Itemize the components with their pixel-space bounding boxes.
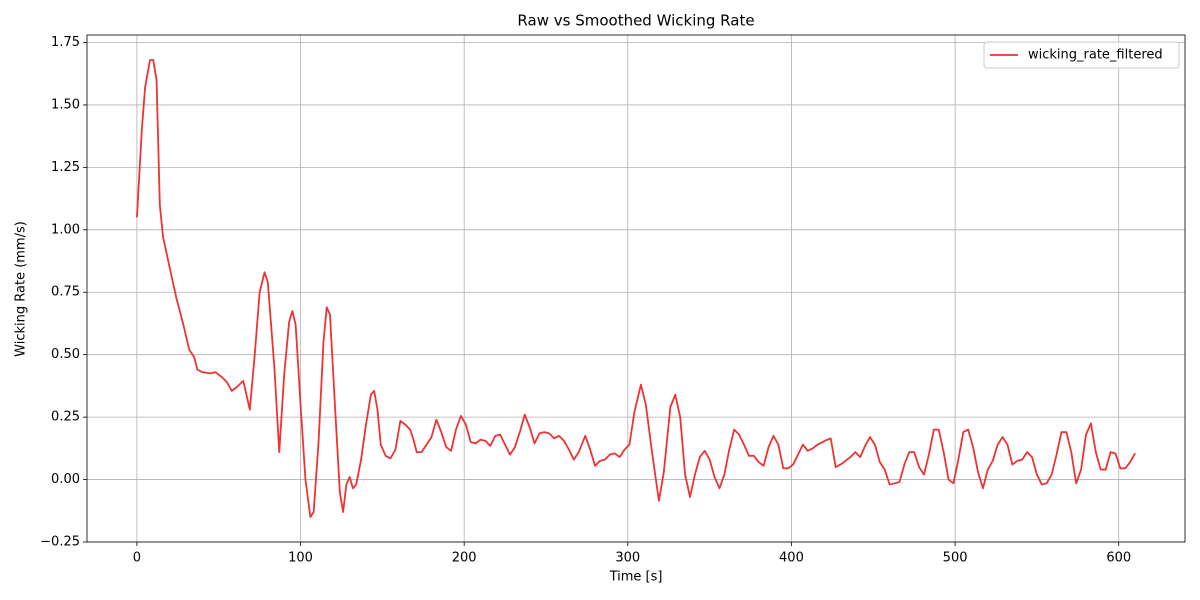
x-tick-label: 0 [133, 551, 141, 566]
x-tick-label: 300 [615, 551, 640, 566]
x-tick-label: 200 [452, 551, 477, 566]
y-tick-label: 1.50 [51, 97, 80, 112]
legend-label: wicking_rate_filtered [1028, 48, 1163, 63]
data-line [136, 59, 1136, 518]
chart-title: Raw vs Smoothed Wicking Rate [517, 12, 754, 30]
y-tick-label: 1.25 [51, 160, 80, 175]
x-tick-label: 100 [288, 551, 313, 566]
x-axis-label: Time [s] [609, 570, 663, 585]
x-tick-label: 600 [1106, 551, 1131, 566]
y-axis-label: Wicking Rate (mm/s) [14, 221, 29, 357]
plot-frame [86, 34, 1186, 543]
y-tick-label: −0.25 [40, 535, 80, 550]
y-tick-label: 0.75 [51, 285, 80, 300]
legend-box [983, 41, 1180, 69]
x-tick-label: 400 [779, 551, 804, 566]
y-tick-label: 1.75 [51, 35, 80, 50]
y-tick-label: 0.00 [51, 472, 80, 487]
y-tick-label: 0.25 [51, 410, 80, 425]
x-tick-label: 500 [943, 551, 968, 566]
y-tick-label: 0.50 [51, 347, 80, 362]
y-tick-label: 1.00 [51, 222, 80, 237]
